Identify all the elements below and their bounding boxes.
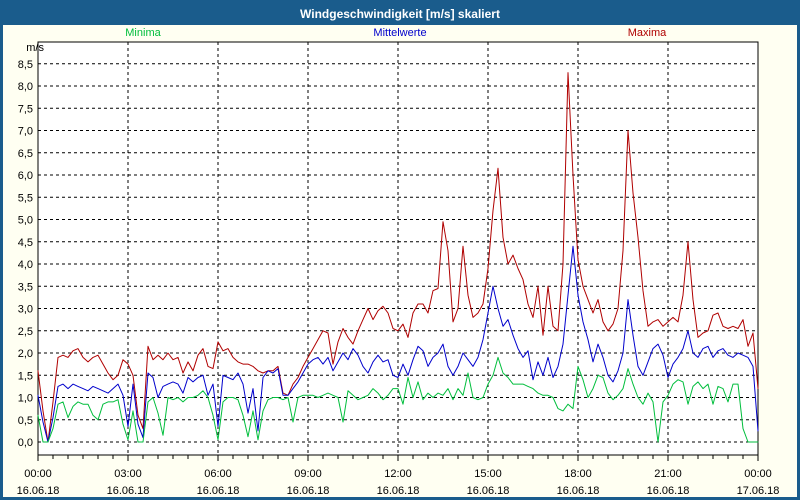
y-tick-label: 7,0 [18, 126, 33, 138]
x-tick-time: 00:00 [744, 468, 772, 480]
y-tick-label: 8,5 [18, 59, 33, 71]
series-line-mittelwerte [37, 245, 759, 443]
x-tick-date: 16.06.18 [377, 485, 420, 497]
x-tick-time: 12:00 [384, 468, 412, 480]
x-tick-time: 06:00 [204, 468, 232, 480]
x-tick-date: 16.06.18 [467, 485, 510, 497]
series-line-minima [37, 356, 759, 443]
y-tick-label: 6,5 [18, 148, 33, 160]
y-axis-unit-label: m/s [26, 42, 44, 54]
legend-item-maxima: Maxima [627, 27, 667, 39]
y-tick-label: 4,5 [18, 237, 33, 249]
y-tick-label: 3,0 [18, 304, 33, 316]
y-tick-label: 2,5 [18, 326, 33, 338]
y-tick-label: 1,5 [18, 370, 33, 382]
y-tick-label: 5,5 [18, 192, 33, 204]
x-tick-date: 16.06.18 [557, 485, 600, 497]
x-tick-time: 00:00 [24, 468, 52, 480]
series-line-maxima [37, 72, 759, 443]
x-tick-time: 15:00 [474, 468, 502, 480]
x-tick-time: 21:00 [654, 468, 682, 480]
y-tick-label: 8,0 [18, 81, 33, 93]
x-tick-time: 18:00 [564, 468, 592, 480]
y-tick-label: 1,0 [18, 393, 33, 405]
y-tick-label: 0,5 [18, 415, 33, 427]
x-tick-date: 17.06.18 [737, 485, 780, 497]
x-tick-time: 03:00 [114, 468, 142, 480]
legend-item-minima: Minima [125, 27, 161, 39]
x-tick-time: 09:00 [294, 468, 322, 480]
title-bar: Windgeschwindigkeit [m/s] skaliert [3, 3, 797, 25]
y-tick-label: 2,0 [18, 348, 33, 360]
y-tick-label: 5,0 [18, 215, 33, 227]
x-tick-date: 16.06.18 [17, 485, 60, 497]
x-tick-date: 16.06.18 [197, 485, 240, 497]
y-tick-label: 6,0 [18, 170, 33, 182]
y-tick-label: 3,5 [18, 281, 33, 293]
y-tick-label: 0,0 [18, 437, 33, 449]
x-tick-date: 16.06.18 [107, 485, 150, 497]
legend-item-mittelwerte: Mittelwerte [373, 27, 427, 39]
y-tick-label: 4,0 [18, 259, 33, 271]
x-tick-date: 16.06.18 [647, 485, 690, 497]
y-tick-label: 7,5 [18, 103, 33, 115]
x-tick-date: 16.06.18 [287, 485, 330, 497]
window-title: Windgeschwindigkeit [m/s] skaliert [300, 7, 500, 21]
